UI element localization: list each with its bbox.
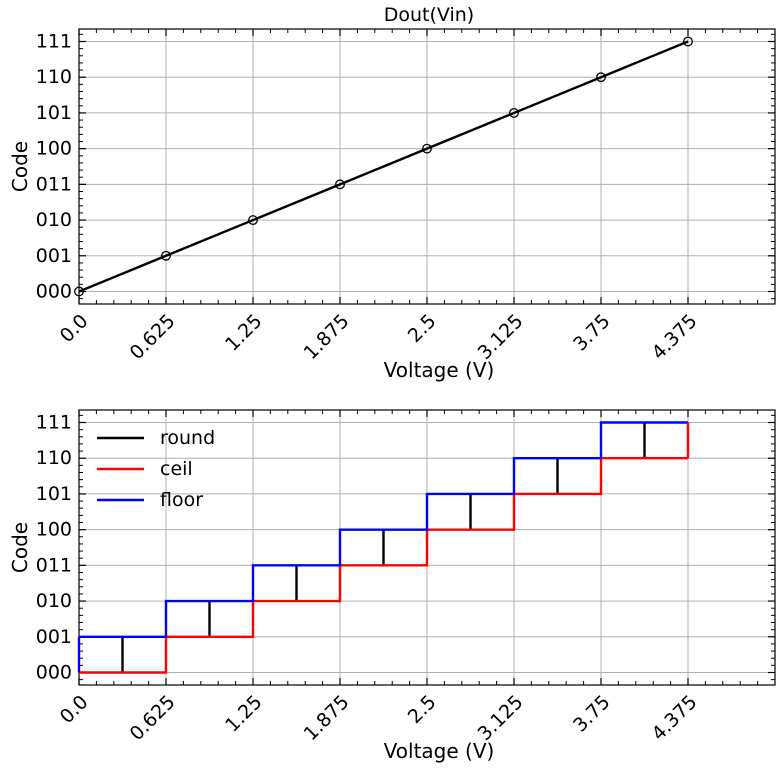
chart-title: Dout(Vin) [384,4,474,26]
y-axis-label: Code [8,522,32,573]
y-tick-label: 000 [36,281,72,303]
y-axis-label: Code [8,141,32,192]
y-tick-label: 011 [36,173,72,195]
legend-label-round: round [160,427,215,449]
y-tick-label: 010 [36,590,72,612]
y-tick-label: 100 [36,138,72,160]
data-point [74,286,84,297]
x-tick-label: 3.125 [474,310,528,364]
data-point [596,72,606,83]
data-point [161,250,171,261]
data-point [248,215,258,226]
x-tick-label: 1.875 [300,691,354,745]
x-tick-label: 3.75 [569,691,614,736]
x-tick-label: 0.625 [126,691,180,745]
y-tick-label: 110 [36,447,72,469]
x-tick-label: 0.625 [126,310,180,364]
series-line [78,40,689,293]
legend: round ceil floor [97,427,215,511]
ceil-step-line [79,457,688,674]
y-tick-label: 011 [36,554,72,576]
data-point [422,143,432,154]
x-tick-label: 4.375 [648,691,702,745]
y-tick-label: 111 [36,412,72,434]
y-tick-label: 100 [36,519,72,541]
data-point [509,107,519,118]
data-point [335,179,345,190]
x-axis-label: Voltage (V) [384,358,495,382]
y-tick-label: 101 [36,102,72,124]
x-tick-label: 1.25 [221,310,266,355]
legend-label-ceil: ceil [160,458,193,480]
x-tick-label: 2.5 [404,310,441,347]
x-tick-label: 1.25 [221,691,266,736]
x-tick-label: 3.125 [474,691,528,745]
y-tick-label: 000 [36,662,72,684]
data-point [683,36,693,47]
x-axis-label: Voltage (V) [384,739,495,763]
legend-label-floor: floor [160,489,203,511]
x-tick-label: 1.875 [300,310,354,364]
x-tick-label: 3.75 [569,310,614,355]
y-tick-label: 110 [36,66,72,88]
floor-step-line [79,421,688,638]
y-tick-label: 010 [36,209,72,231]
y-tick-label: 101 [36,483,72,505]
plot-top-dout-vin: 0.0 0.625 1.25 1.875 2.5 3.125 3.75 4.375 000 001… [8,4,776,382]
plot-bottom-quantization: 0.0 0.625 1.25 1.875 2.5 3.125 3.75 4.375 000 001… [8,409,776,763]
y-tick-label: 111 [36,31,72,53]
x-tick-label: 4.375 [648,310,702,364]
y-tick-label: 001 [36,626,72,648]
y-tick-label: 001 [36,245,72,267]
x-tick-label: 2.5 [404,691,441,728]
x-tick-label: 0.0 [56,310,93,347]
x-tick-label: 0.0 [56,691,93,728]
